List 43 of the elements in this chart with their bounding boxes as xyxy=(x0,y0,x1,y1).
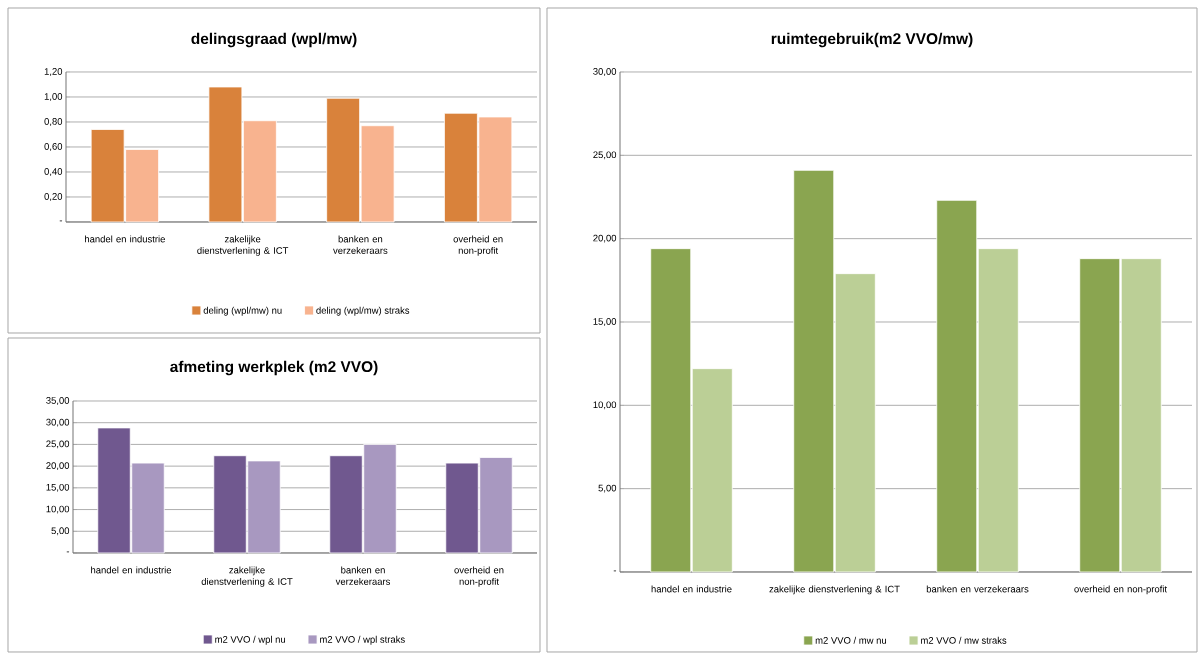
y-tick-label: 25,00 xyxy=(46,440,70,449)
y-tick-label: 0,40 xyxy=(44,168,63,176)
x-tick-label: banken en verzekeraars xyxy=(333,235,388,254)
y-tick-label: 35,00 xyxy=(46,397,70,405)
y-tick-label: 30,00 xyxy=(46,418,70,427)
x-tick-label: banken en verzekeraars xyxy=(335,566,391,585)
x-tick-label: handel en industrie xyxy=(651,585,732,593)
y-tick-label: 15,00 xyxy=(593,318,617,326)
y-tick-label: - xyxy=(59,220,63,222)
y-tick-label: 20,00 xyxy=(593,234,617,243)
x-tick-label: zakelijke dienstverlening & ICT xyxy=(197,235,289,256)
chart-title: ruimtegebruik(m2 VVO/mw) xyxy=(771,32,973,48)
y-tick-label: 10,00 xyxy=(46,505,70,514)
y-tick-label: 5,00 xyxy=(51,527,70,536)
legend-label: m2 VVO / wpl nu xyxy=(215,635,286,645)
x-tick-label: overheid en non-profit xyxy=(453,235,503,256)
x-tick-label: overheid en non-profit xyxy=(1074,585,1167,595)
legend-label: deling (wpl/mw) nu xyxy=(203,306,282,316)
y-tick-label: 0,80 xyxy=(44,118,63,126)
x-tick-label: banken en verzekeraars xyxy=(926,585,1029,593)
y-tick-label: - xyxy=(66,551,70,553)
y-tick-label: - xyxy=(613,570,617,572)
y-tick-label: 1,20 xyxy=(44,68,63,76)
y-tick-label: 25,00 xyxy=(593,151,617,160)
y-tick-label: 5,00 xyxy=(598,484,617,493)
legend-label: m2 VVO / mw nu xyxy=(815,636,887,644)
y-tick-label: 30,00 xyxy=(593,68,617,76)
y-tick-label: 15,00 xyxy=(46,483,70,492)
x-tick-label: zakelijke dienstverlening & ICT xyxy=(201,566,293,587)
y-tick-label: 10,00 xyxy=(593,401,617,410)
chart-title: afmeting werkplek (m2 VVO) xyxy=(170,360,378,376)
legend-label: deling (wpl/mw) straks xyxy=(316,306,410,316)
legend-label: m2 VVO / wpl straks xyxy=(320,635,405,645)
y-tick-label: 1,00 xyxy=(44,93,63,101)
y-tick-label: 0,20 xyxy=(44,193,63,201)
y-tick-label: 0,60 xyxy=(44,143,63,151)
x-tick-label: overheid en non-profit xyxy=(454,566,504,587)
legend-label: m2 VVO / mw straks xyxy=(921,636,1007,644)
y-tick-label: 20,00 xyxy=(46,462,70,471)
chart-title: delingsgraad (wpl/mw) xyxy=(191,32,357,48)
x-tick-label: handel en industrie xyxy=(85,235,165,243)
x-tick-label: handel en industrie xyxy=(91,566,172,574)
x-tick-label: zakelijke dienstverlening & ICT xyxy=(769,585,900,595)
